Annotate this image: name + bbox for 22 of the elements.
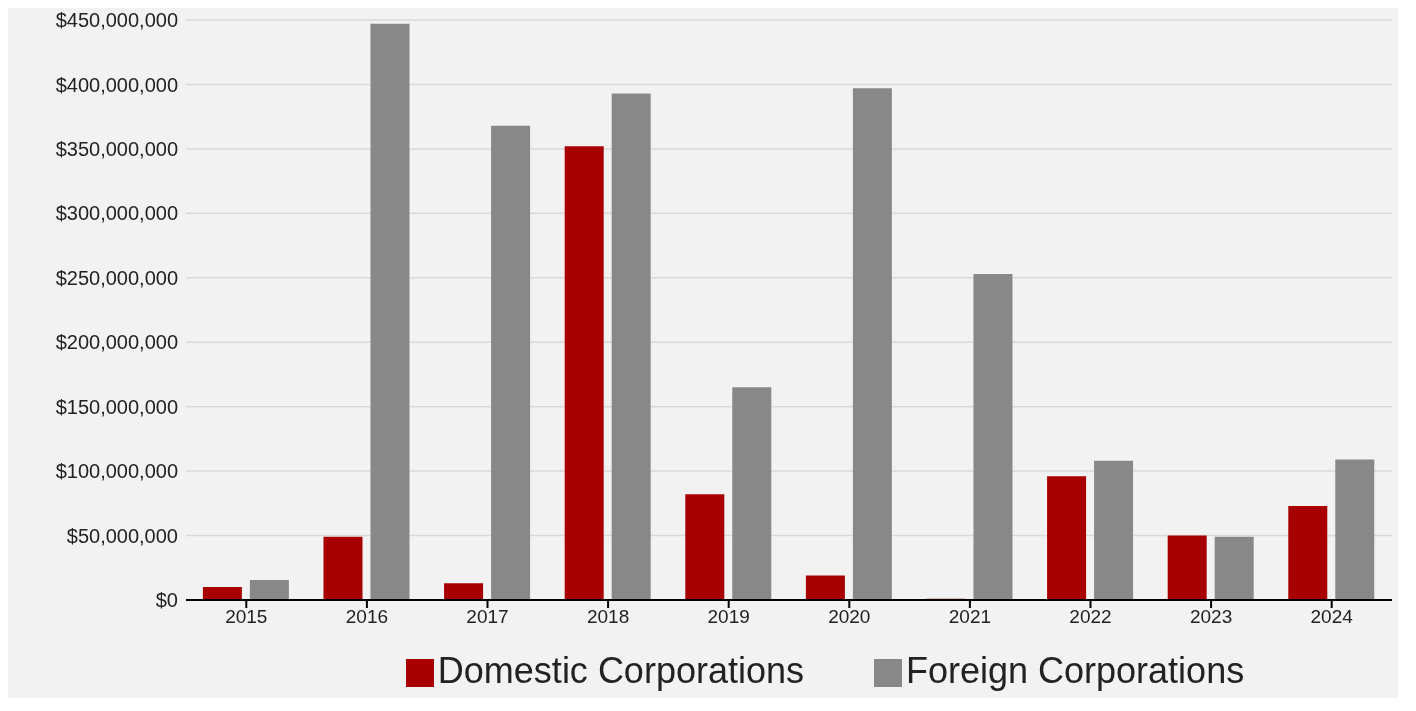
x-tick-label: 2021 [948, 606, 992, 628]
x-tick-label: 2023 [1189, 606, 1233, 628]
y-tick-label: $200,000,000 [55, 331, 178, 354]
y-tick-label: $50,000,000 [66, 524, 178, 547]
x-tick-label: 2015 [225, 606, 268, 628]
x-tick-label: 2022 [1069, 606, 1112, 628]
x-tick-label: 2024 [1310, 606, 1354, 628]
x-tick-label: 2020 [828, 606, 871, 628]
y-tick-label: $100,000,000 [55, 460, 178, 483]
legend-label: Foreign Corporations [905, 650, 1245, 691]
y-tick-label: $400,000,000 [55, 73, 178, 96]
y-tick-label: $250,000,000 [55, 266, 178, 289]
y-tick-label: $350,000,000 [55, 137, 178, 160]
y-tick-label: $300,000,000 [55, 202, 178, 225]
legend-label: Domestic Corporations [437, 650, 804, 691]
x-tick-label: 2019 [707, 606, 750, 628]
y-tick-label: $450,000,000 [55, 9, 178, 32]
y-tick-label: $0 [155, 589, 178, 612]
x-tick-label: 2016 [345, 606, 389, 628]
y-tick-label: $150,000,000 [55, 395, 178, 418]
x-tick-label: 2018 [586, 606, 630, 628]
x-tick-label: 2017 [466, 606, 509, 628]
